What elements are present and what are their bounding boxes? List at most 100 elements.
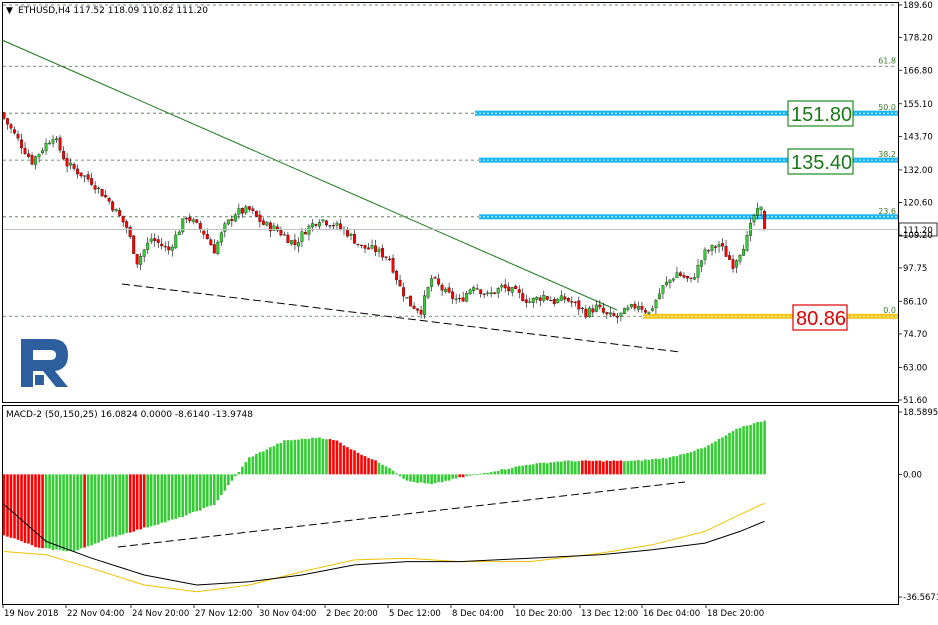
candle-body bbox=[528, 301, 532, 303]
macd-bar bbox=[381, 464, 384, 475]
candle-body bbox=[577, 300, 581, 310]
candle-body bbox=[90, 178, 94, 185]
candle-body bbox=[440, 284, 444, 291]
candle-body bbox=[696, 265, 700, 278]
candle-body bbox=[591, 308, 595, 313]
macd-bar bbox=[346, 447, 349, 475]
candle-body bbox=[507, 286, 511, 292]
macd-bar bbox=[391, 470, 395, 475]
macd-bar bbox=[100, 474, 104, 541]
candle-body bbox=[177, 231, 181, 235]
macd-bar bbox=[535, 463, 539, 475]
candle-body bbox=[16, 133, 20, 139]
macd-bar bbox=[27, 474, 30, 544]
time-axis: 19 Nov 2018 22 Nov 04:00 24 Nov 20:00 27 No… bbox=[2, 604, 764, 619]
candle-body bbox=[451, 291, 455, 299]
candle-body bbox=[377, 248, 381, 253]
candle-body bbox=[142, 249, 146, 257]
time-tick-label: 2 Dec 20:00 bbox=[326, 609, 378, 619]
candle-body bbox=[237, 208, 241, 215]
candle-body bbox=[209, 239, 213, 246]
roboforex-r-logo bbox=[21, 339, 68, 387]
candle-body bbox=[542, 295, 546, 301]
candle-body bbox=[584, 308, 588, 318]
macd-bar bbox=[170, 474, 174, 520]
candle-body bbox=[272, 225, 276, 231]
macd-bar bbox=[269, 447, 272, 475]
candle-body bbox=[188, 217, 192, 221]
time-tick-label: 30 Nov 04:00 bbox=[259, 609, 316, 619]
candle-body bbox=[458, 298, 462, 300]
macd-bar bbox=[574, 461, 577, 475]
macd-axis: 18.5895 0.00 -36.5671 bbox=[898, 408, 938, 603]
level-label-135: 135.40 bbox=[791, 152, 852, 174]
candle-body bbox=[545, 296, 549, 300]
candle-body bbox=[454, 298, 458, 300]
candle-body bbox=[622, 308, 626, 314]
macd-bar bbox=[637, 460, 640, 475]
macd-bar bbox=[107, 474, 111, 538]
current-price-label: 111.20 bbox=[903, 226, 933, 236]
macd-bar bbox=[598, 460, 602, 475]
macd-bar bbox=[658, 459, 661, 475]
candle-body bbox=[72, 164, 76, 169]
macd-bar bbox=[191, 474, 195, 512]
candle-body bbox=[6, 118, 9, 125]
macd-bar bbox=[9, 474, 13, 538]
macd-bar bbox=[118, 474, 121, 536]
macd-bar bbox=[367, 458, 370, 475]
macd-bar bbox=[749, 424, 752, 475]
candle-body bbox=[2, 112, 6, 119]
macd-bar bbox=[588, 460, 591, 475]
macd-bar bbox=[209, 474, 213, 506]
candle-body bbox=[128, 226, 132, 237]
macd-bar bbox=[416, 474, 419, 483]
macd-bar bbox=[756, 421, 759, 475]
macd-bar bbox=[297, 439, 300, 475]
macd-bar bbox=[486, 472, 489, 475]
support-resistance-levels bbox=[475, 110, 898, 319]
candle-body bbox=[181, 218, 185, 233]
candle-body bbox=[265, 222, 269, 226]
candle-body bbox=[195, 219, 199, 223]
level-band bbox=[475, 110, 898, 116]
candle-body bbox=[247, 206, 251, 210]
candle-body bbox=[689, 277, 693, 279]
chart-collapse-arrow[interactable]: ▼ bbox=[6, 6, 13, 16]
candle-body bbox=[325, 220, 328, 226]
time-tick-label: 19 Nov 2018 bbox=[4, 609, 58, 619]
macd-bar bbox=[693, 450, 696, 475]
macd-bar bbox=[93, 474, 97, 544]
price-tick-label: 155.10 bbox=[903, 100, 933, 110]
macd-bar bbox=[283, 440, 286, 475]
macd-bar bbox=[37, 474, 41, 548]
candle-body bbox=[479, 289, 483, 294]
macd-bar bbox=[623, 461, 626, 475]
candle-body bbox=[559, 295, 563, 301]
macd-bar bbox=[272, 446, 276, 475]
candle-body bbox=[23, 147, 27, 154]
candle-body bbox=[412, 305, 416, 309]
macd-bar bbox=[458, 474, 461, 478]
macd-bar bbox=[612, 460, 616, 475]
macd-bar bbox=[195, 474, 199, 512]
candle-body bbox=[629, 304, 633, 308]
macd-bar bbox=[752, 423, 756, 475]
macd-bar bbox=[521, 465, 525, 475]
macd-bar bbox=[696, 448, 700, 475]
macd-bar bbox=[388, 468, 391, 475]
price-tick-label: 109.20 bbox=[903, 231, 933, 241]
candle-body bbox=[752, 215, 756, 223]
candle-body bbox=[37, 153, 41, 158]
macd-bar bbox=[177, 474, 181, 518]
candle-body bbox=[261, 220, 265, 225]
candle-body bbox=[184, 217, 188, 220]
candle-body bbox=[69, 162, 73, 166]
candle-body bbox=[360, 244, 363, 246]
macd-bar bbox=[121, 474, 125, 535]
candle-body bbox=[721, 243, 724, 247]
candle-body bbox=[346, 229, 349, 237]
level-label-80: 80.86 bbox=[796, 308, 846, 330]
candle-body bbox=[661, 285, 665, 294]
macd-bar bbox=[370, 459, 374, 475]
